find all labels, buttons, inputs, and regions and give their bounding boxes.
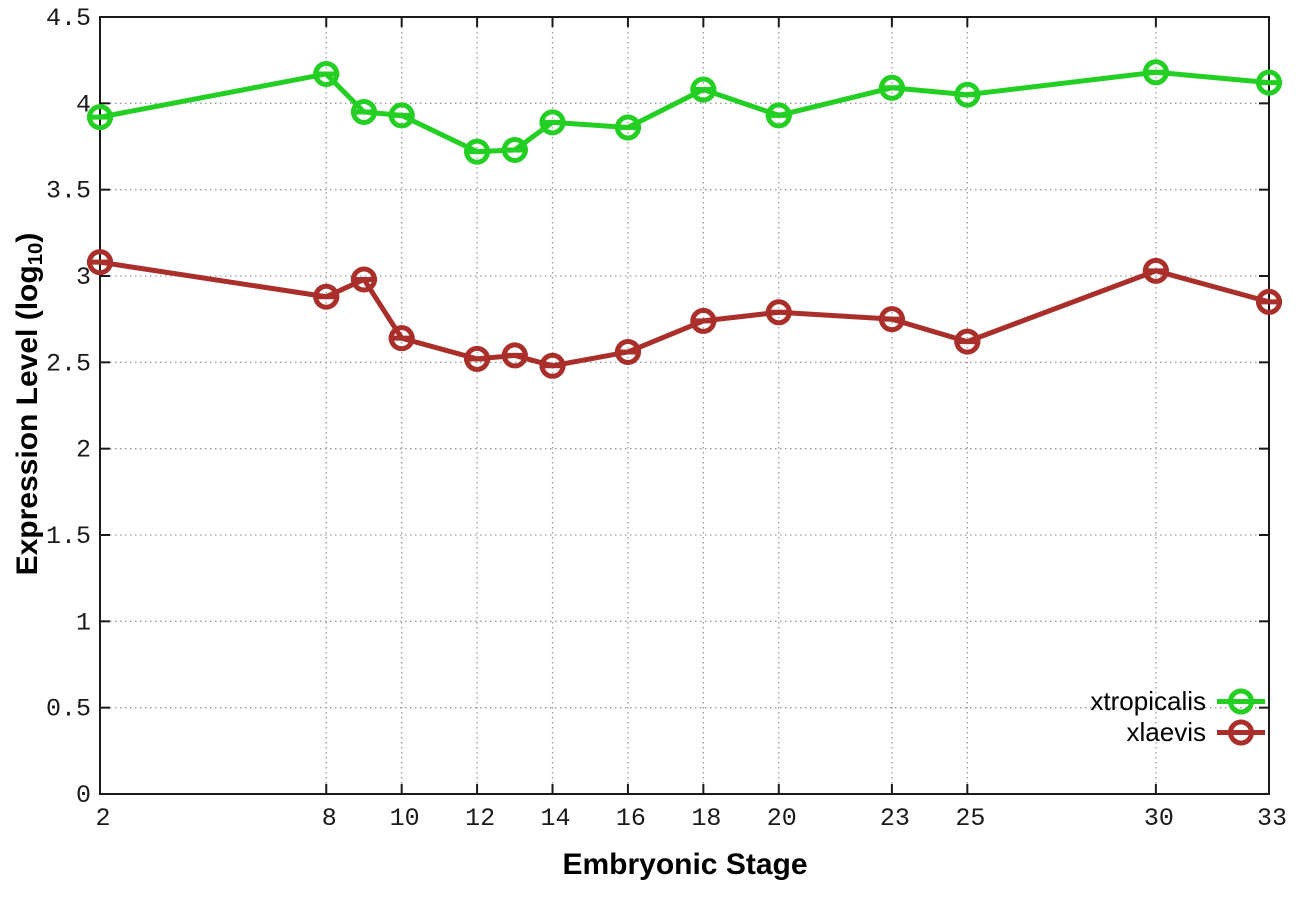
data-point-xtropicalis <box>313 60 340 87</box>
data-point-xtropicalis <box>614 114 641 141</box>
y-tick-label: 2 <box>76 436 91 465</box>
y-axis-title-close: ) <box>11 232 44 243</box>
y-tick-label: 1 <box>76 608 91 637</box>
y-tick-label: 3 <box>76 263 91 292</box>
data-point-xlaevis <box>464 345 491 372</box>
x-tick-label: 12 <box>465 804 495 833</box>
legend-label-xlaevis: xlaevis <box>1126 717 1206 747</box>
legend-item-xtropicalis: xtropicalis <box>1090 687 1266 716</box>
data-point-xlaevis <box>1256 288 1282 315</box>
data-point-xtropicalis <box>1256 69 1282 96</box>
x-tick-label: 2 <box>95 804 110 833</box>
y-tick-label: 2.5 <box>46 349 91 378</box>
x-tick-label: 16 <box>616 804 646 833</box>
data-point-xlaevis <box>539 352 566 379</box>
y-tick-label: 0.5 <box>46 695 91 724</box>
x-axis-title: Embryonic Stage <box>562 848 808 881</box>
legend: xtropicalis xlaevis <box>1090 687 1266 747</box>
data-point-xlaevis <box>87 249 113 276</box>
data-point-xtropicalis <box>350 98 377 125</box>
data-point-xlaevis <box>614 338 641 365</box>
data-point-xlaevis <box>765 299 792 326</box>
plot-border <box>99 16 1270 795</box>
data-point-xtropicalis <box>954 81 981 108</box>
data-point-xlaevis <box>501 342 528 369</box>
data-point-xtropicalis <box>1142 59 1169 86</box>
legend-item-xlaevis: xlaevis <box>1090 718 1266 747</box>
data-point-xlaevis <box>690 307 717 334</box>
data-point-xlaevis <box>1142 257 1169 284</box>
series-line-xtropicalis <box>99 69 1270 155</box>
data-point-xlaevis <box>313 283 340 310</box>
x-tick-label: 33 <box>1257 804 1287 833</box>
data-point-xlaevis <box>350 266 377 293</box>
legend-sample-line-icon <box>1217 688 1265 715</box>
legend-label-xtropicalis: xtropicalis <box>1090 686 1206 716</box>
data-point-xtropicalis <box>464 138 491 165</box>
y-tick-label: 4 <box>76 90 91 119</box>
y-axis-title: Expression Level (log10) <box>11 232 48 576</box>
data-point-xtropicalis <box>388 102 415 129</box>
data-point-xlaevis <box>878 306 905 333</box>
x-tick-label: 23 <box>880 804 910 833</box>
data-point-xtropicalis <box>765 102 792 129</box>
y-tick-label: 1.5 <box>46 522 91 551</box>
x-tick-label: 30 <box>1144 804 1174 833</box>
x-tick-label: 8 <box>322 804 337 833</box>
series-line-xlaevis <box>99 259 1270 369</box>
data-point-xlaevis <box>388 325 415 352</box>
x-tick-label: 14 <box>541 804 571 833</box>
data-point-xtropicalis <box>87 104 113 131</box>
y-tick-label: 3.5 <box>46 177 91 206</box>
x-tick-label: 20 <box>767 804 797 833</box>
data-point-xtropicalis <box>690 76 717 103</box>
y-axis-title-main: Expression Level (log <box>11 265 44 576</box>
legend-sample-line-icon <box>1217 719 1265 746</box>
data-point-xlaevis <box>954 328 981 355</box>
x-tick-label: 18 <box>691 804 721 833</box>
y-axis-title-subscript: 10 <box>25 242 48 266</box>
x-tick-label: 25 <box>955 804 985 833</box>
data-point-xtropicalis <box>539 109 566 136</box>
data-point-xtropicalis <box>878 74 905 101</box>
x-tick-label: 10 <box>390 804 420 833</box>
data-point-xtropicalis <box>501 136 528 163</box>
y-tick-label: 4.5 <box>46 4 91 33</box>
y-tick-label: 0 <box>76 781 91 810</box>
